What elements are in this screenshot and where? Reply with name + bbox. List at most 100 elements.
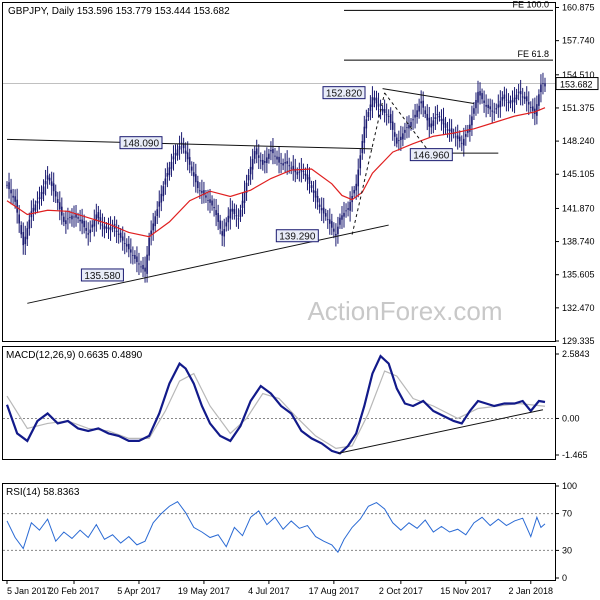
candle-body — [422, 100, 424, 108]
candle-body — [278, 156, 280, 163]
candle-body — [262, 159, 264, 165]
candle-body — [6, 184, 8, 186]
candle-body — [426, 113, 429, 121]
candle-body — [97, 212, 100, 219]
candle-body — [36, 200, 39, 204]
candle-body — [85, 228, 87, 231]
candle-body — [203, 190, 205, 196]
candle-body — [339, 217, 341, 225]
level-label: 148.090 — [123, 139, 160, 150]
candle-body — [448, 129, 451, 131]
candle-body — [50, 181, 53, 186]
level-label: 152.820 — [326, 89, 363, 100]
candle-body — [432, 120, 435, 126]
candle-body — [324, 213, 327, 217]
price-layer: FE 100.0 FE 61.8 152.820 148.090 146.960 139.… — [3, 0, 555, 304]
candle-body — [367, 111, 370, 118]
macd-tick-label: 0.00 — [562, 413, 580, 423]
candle-body — [87, 233, 90, 235]
candle-body — [231, 208, 234, 212]
candle-body — [288, 165, 290, 167]
macd-tick-label: 2.5843 — [562, 349, 590, 359]
candle-body — [519, 91, 522, 95]
candle-body — [322, 207, 325, 214]
candle-body — [34, 204, 37, 211]
candle-body — [91, 224, 94, 228]
candle-body — [237, 218, 240, 220]
candle-body — [115, 230, 118, 232]
candle-body — [349, 202, 351, 211]
candle-body — [195, 174, 197, 183]
candle-body — [532, 106, 534, 111]
candle-body — [450, 128, 453, 133]
candle-body — [353, 189, 355, 194]
candle-body — [280, 162, 282, 164]
candle-body — [132, 255, 134, 256]
candle-body — [150, 230, 152, 236]
candle-body — [276, 156, 278, 160]
candle-body — [42, 186, 45, 194]
candle-body — [119, 232, 122, 238]
candle-body — [544, 83, 546, 87]
candle-body — [538, 94, 540, 106]
candle-body — [404, 129, 406, 133]
last-price-tag — [555, 77, 599, 91]
candle-body — [495, 108, 498, 110]
candle-body — [251, 158, 254, 170]
candle-body — [32, 207, 35, 212]
candle-body — [458, 136, 461, 142]
candle-body — [314, 190, 317, 198]
candle-body — [300, 169, 303, 172]
candle-body — [507, 101, 510, 103]
candle-body — [199, 190, 201, 192]
candle-body — [503, 94, 506, 99]
candle-body — [471, 116, 473, 126]
candle-body — [58, 202, 61, 210]
candle-body — [387, 116, 390, 117]
price-tick-label: 141.870 — [562, 203, 595, 213]
candle-body — [491, 110, 494, 112]
candle-body — [52, 183, 55, 192]
candle-body — [247, 174, 250, 181]
candle-body — [318, 204, 321, 208]
candle-body — [28, 219, 31, 229]
price-tick-label: 157.740 — [562, 36, 595, 46]
x-tick-label: 2 Oct 2017 — [379, 586, 423, 596]
candle-body — [184, 150, 187, 154]
candle-body — [509, 100, 512, 104]
candle-body — [229, 209, 232, 219]
last-price-tag-label: 153.682 — [560, 80, 593, 90]
candle-body — [296, 171, 299, 175]
rsi-line — [6, 500, 546, 554]
candle-body — [20, 225, 23, 235]
candle-body — [264, 161, 266, 163]
candle-body — [56, 199, 59, 203]
candle-body — [73, 216, 75, 218]
candle-body — [355, 183, 357, 191]
candle-body — [467, 129, 469, 133]
candle-body — [373, 97, 376, 101]
candle-body — [479, 91, 481, 96]
trendline — [6, 138, 373, 150]
candle-body — [266, 157, 268, 164]
price-tick-label: 160.875 — [562, 2, 595, 12]
candle-body — [456, 135, 459, 139]
candle-body — [513, 97, 516, 103]
candle-body — [63, 216, 65, 222]
candle-body — [473, 108, 475, 114]
watermark: ActionForex.com — [307, 296, 502, 326]
candle-body — [67, 218, 69, 220]
candle-body — [365, 119, 368, 129]
candle-body — [38, 197, 41, 199]
rsi-layer — [3, 500, 555, 554]
candle-body — [460, 142, 463, 144]
candle-body — [178, 146, 181, 150]
candle-body — [188, 157, 191, 165]
candle-body — [391, 121, 394, 130]
level-label-box — [275, 229, 319, 243]
fib-label: FE 61.8 — [517, 49, 549, 59]
candle-body — [383, 109, 386, 113]
candle-body — [213, 207, 215, 209]
candle-body — [428, 117, 431, 127]
candle-body — [430, 123, 433, 128]
